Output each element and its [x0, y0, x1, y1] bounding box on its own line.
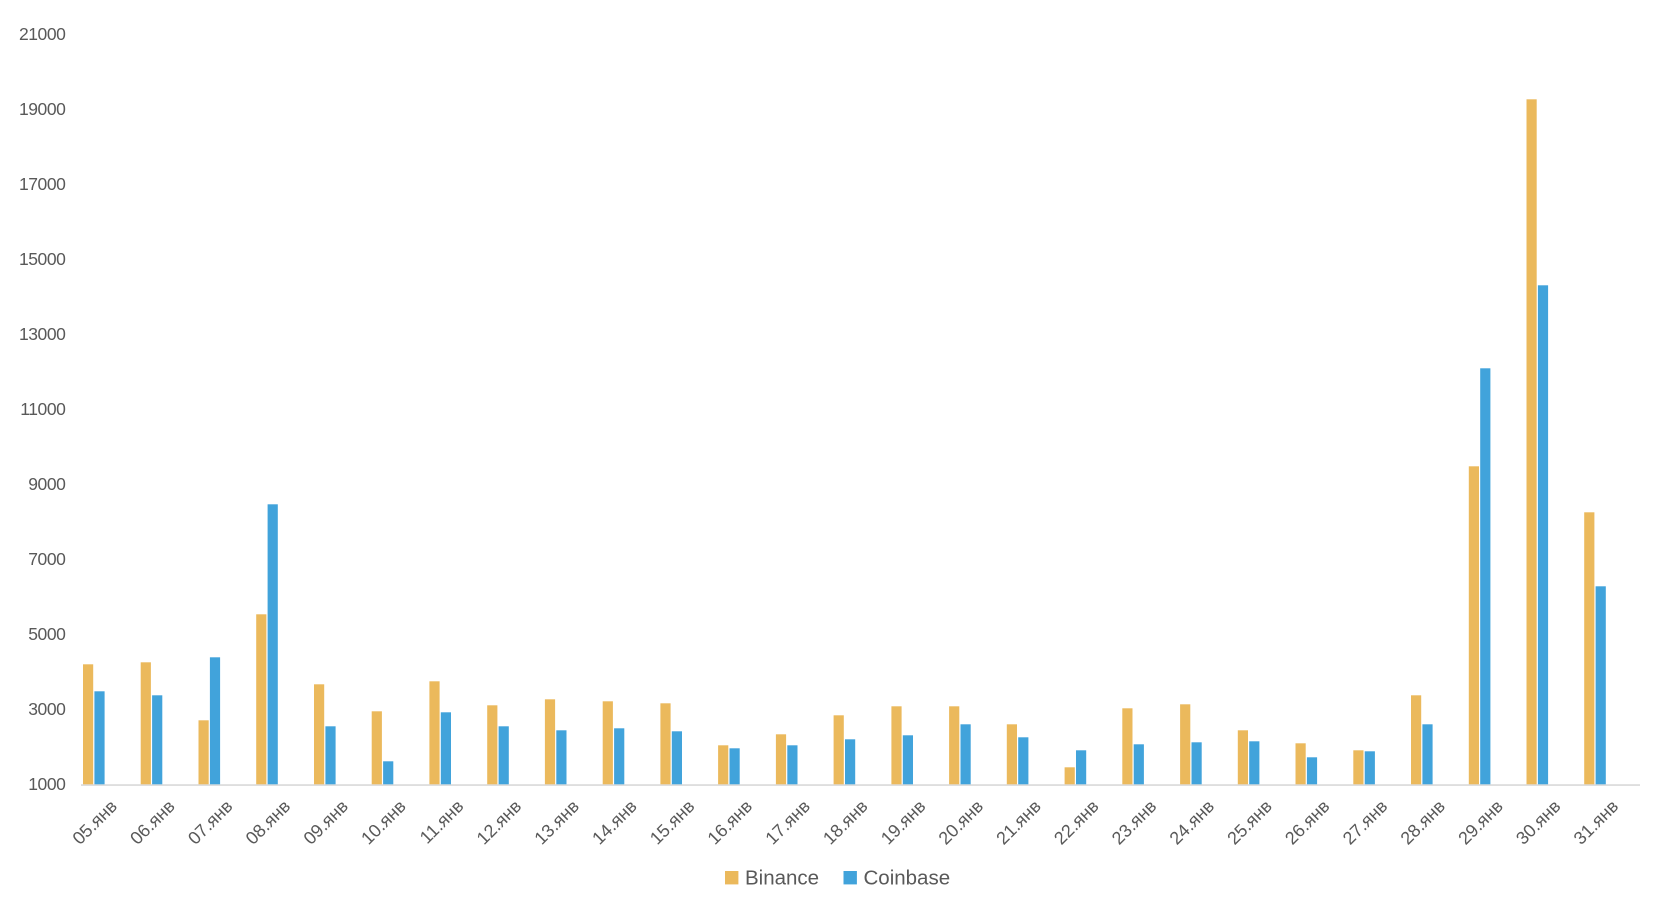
svg-text:7000: 7000	[28, 549, 66, 569]
svg-text:19000: 19000	[19, 99, 66, 119]
svg-text:5000: 5000	[28, 624, 66, 644]
svg-text:1000: 1000	[28, 774, 66, 794]
svg-text:21000: 21000	[19, 24, 66, 44]
svg-text:17000: 17000	[19, 174, 66, 194]
svg-text:3000: 3000	[28, 699, 66, 719]
svg-text:13000: 13000	[19, 324, 66, 344]
svg-text:15000: 15000	[19, 249, 66, 269]
svg-text:Binance: Binance	[745, 867, 819, 890]
svg-text:11000: 11000	[20, 399, 66, 419]
svg-text:9000: 9000	[28, 474, 66, 494]
svg-text:Coinbase: Coinbase	[864, 867, 951, 890]
